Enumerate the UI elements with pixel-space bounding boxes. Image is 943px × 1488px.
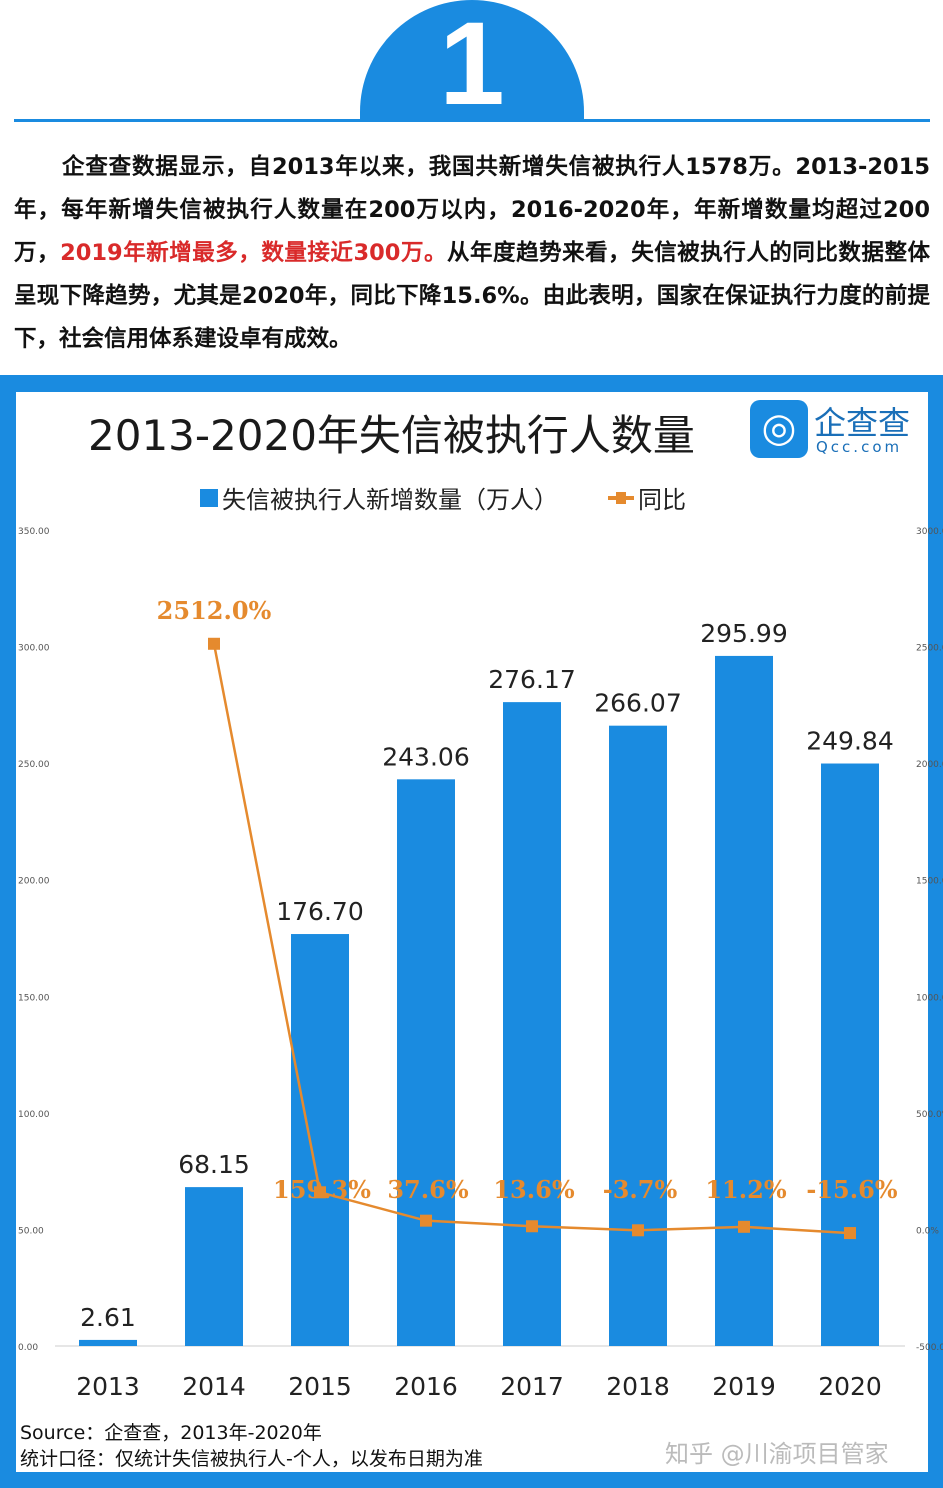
bar bbox=[79, 1339, 137, 1346]
summary-paragraph: 企查查数据显示，自2013年以来，我国共新增失信被执行人1578万。2013-2… bbox=[14, 146, 930, 361]
summary-text: 企查查数据显示，自2013年以来，我国共新增失信被执行人1578万。2013-2… bbox=[14, 154, 930, 266]
left-tick-label: 300.00 bbox=[18, 644, 50, 654]
logo-text: 企查查 bbox=[814, 404, 911, 442]
right-tick-label: 1000.0% bbox=[916, 993, 943, 1003]
x-tick-label: 2017 bbox=[500, 1372, 564, 1401]
legend: 失信被执行人新增数量（万人） 同比 bbox=[200, 480, 686, 515]
right-tick-label: 0.0% bbox=[916, 1226, 939, 1236]
right-tick-label: -500.0% bbox=[916, 1343, 943, 1353]
yoy-label: 2512.0% bbox=[157, 596, 272, 625]
left-tick-label: 100.00 bbox=[18, 1110, 50, 1120]
summary-highlight: 2019年新增最多，数量接近300万。 bbox=[60, 240, 447, 266]
left-tick-label: 350.00 bbox=[18, 527, 50, 537]
divider bbox=[14, 119, 930, 122]
section-number: 1 bbox=[439, 0, 505, 120]
left-tick-label: 50.00 bbox=[18, 1226, 44, 1236]
left-tick-label: 200.00 bbox=[18, 877, 50, 887]
bar bbox=[715, 655, 773, 1346]
yoy-marker bbox=[738, 1220, 750, 1233]
x-tick-label: 2013 bbox=[76, 1372, 140, 1401]
legend-bar-label: 失信被执行人新增数量（万人） bbox=[222, 486, 558, 514]
yoy-label: 13.6% bbox=[493, 1175, 574, 1204]
bar-value-label: 68.15 bbox=[178, 1150, 250, 1179]
right-tick-label: 1500.0% bbox=[916, 877, 943, 887]
x-tick-label: 2016 bbox=[394, 1372, 458, 1401]
right-tick-label: 3000.0% bbox=[916, 527, 943, 537]
left-tick-label: 0.00 bbox=[18, 1343, 38, 1353]
left-tick-label: 150.00 bbox=[18, 993, 50, 1003]
logo-domain: Qcc.com bbox=[816, 438, 903, 456]
left-tick-label: 250.00 bbox=[18, 760, 50, 770]
yoy-label: -3.7% bbox=[603, 1175, 678, 1204]
bar-value-label: 176.70 bbox=[276, 897, 363, 926]
right-tick-label: 2500.0% bbox=[916, 644, 943, 654]
legend-line-label: 同比 bbox=[638, 486, 686, 514]
source-text: Source：企查查，2013年-2020年 bbox=[20, 1422, 322, 1444]
yoy-label: 37.6% bbox=[387, 1175, 468, 1204]
bar bbox=[609, 725, 667, 1346]
watermark: 知乎 @川渝项目管家 bbox=[665, 1440, 889, 1468]
yoy-label: 159.3% bbox=[273, 1175, 371, 1204]
bar-value-label: 243.06 bbox=[382, 742, 469, 771]
yoy-marker bbox=[526, 1220, 538, 1233]
bar-value-label: 249.84 bbox=[806, 727, 893, 756]
bar-value-label: 266.07 bbox=[594, 689, 681, 718]
qcc-logo-icon: ◎ bbox=[750, 400, 808, 458]
bar bbox=[397, 779, 455, 1346]
right-tick-label: 2000.0% bbox=[916, 760, 943, 770]
summary-text-2: 从年度趋势来看，失信被执行人的同比数据整体呈现下降趋势，尤其是2020年，同比下… bbox=[14, 240, 930, 352]
bar bbox=[185, 1187, 243, 1346]
x-tick-label: 2019 bbox=[712, 1372, 776, 1401]
yoy-marker bbox=[632, 1224, 644, 1237]
x-tick-label: 2020 bbox=[818, 1372, 882, 1401]
yoy-marker bbox=[844, 1227, 856, 1240]
bar bbox=[291, 934, 349, 1346]
bar-value-label: 295.99 bbox=[700, 619, 787, 648]
x-tick-label: 2015 bbox=[288, 1372, 352, 1401]
bar bbox=[503, 702, 561, 1346]
legend-line-swatch bbox=[608, 491, 634, 504]
bar-value-label: 2.61 bbox=[80, 1303, 136, 1332]
yoy-label: -15.6% bbox=[806, 1175, 897, 1204]
chart-panel bbox=[16, 392, 928, 1472]
x-tick-label: 2018 bbox=[606, 1372, 670, 1401]
yoy-marker bbox=[420, 1214, 432, 1227]
section-number-badge: 1 bbox=[360, 0, 584, 120]
source-note: Source：企查查，2013年-2020年 统计口径：仅统计失信被执行人-个人… bbox=[20, 1420, 483, 1472]
chart-title: 2013-2020年失信被执行人数量 bbox=[88, 411, 695, 460]
legend-bar-swatch bbox=[200, 488, 218, 507]
method-note: 统计口径：仅统计失信被执行人-个人，以发布日期为准 bbox=[20, 1448, 483, 1470]
right-tick-label: 500.0% bbox=[916, 1110, 943, 1120]
yoy-marker bbox=[314, 1186, 326, 1199]
bar-value-label: 276.17 bbox=[488, 665, 575, 694]
bar bbox=[821, 763, 879, 1346]
yoy-marker bbox=[208, 637, 220, 650]
x-tick-label: 2014 bbox=[182, 1372, 246, 1401]
yoy-label: 11.2% bbox=[705, 1175, 786, 1204]
